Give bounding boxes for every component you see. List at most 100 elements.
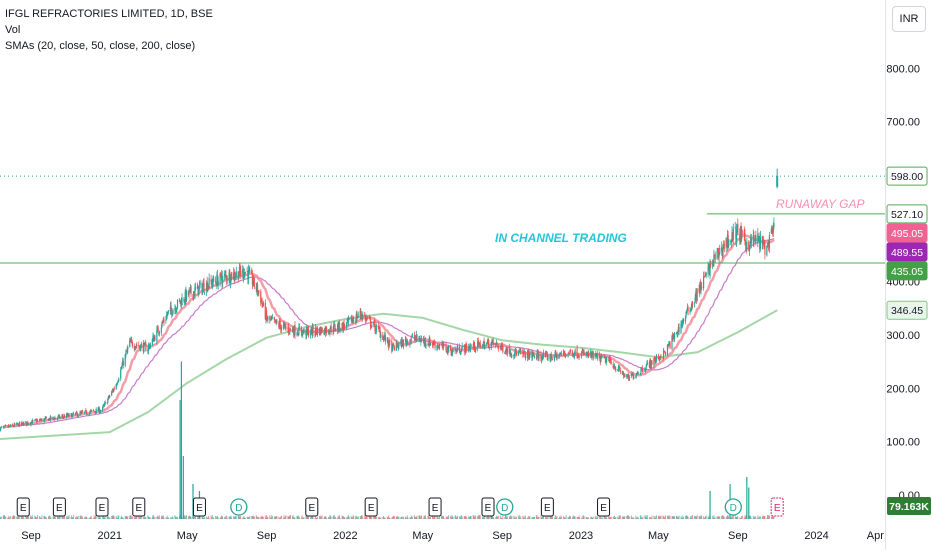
candle-body [380, 334, 382, 339]
volume-bar [546, 517, 548, 519]
candle-body [527, 351, 529, 353]
candle-body [429, 338, 431, 346]
volume-bar [632, 517, 634, 519]
candle-body [338, 321, 340, 331]
candle-body [180, 300, 182, 306]
volume-bar [716, 516, 718, 519]
volume-bar [556, 516, 558, 519]
volume-bar [581, 515, 583, 519]
candle-body [675, 333, 678, 334]
dividend-event-marker[interactable]: D [724, 498, 742, 516]
currency-button[interactable]: INR [892, 6, 926, 32]
volume-bar [515, 516, 517, 519]
candle-body [364, 315, 366, 321]
event-marker-label: E [600, 503, 607, 514]
candle-body [251, 270, 253, 274]
dividend-event-marker[interactable]: D [230, 498, 248, 516]
volume-bar [496, 517, 498, 519]
candle-body [447, 347, 449, 353]
earnings-event-marker[interactable]: E [16, 497, 30, 517]
candle-body [469, 346, 472, 349]
candle-body [184, 291, 186, 303]
sma-indicator-label[interactable]: SMAs (20, close, 50, close, 200, close) [5, 40, 196, 52]
volume-bar [226, 517, 228, 519]
dividend-event-marker[interactable]: D [496, 498, 514, 516]
candle-body [305, 329, 307, 336]
volume-bar [732, 515, 734, 519]
candle-body [360, 311, 362, 315]
volume-bar [619, 516, 621, 519]
earnings-event-marker[interactable]: E [364, 497, 378, 517]
price-axis-tick: 300.00 [886, 330, 920, 342]
candle-body [414, 338, 416, 340]
volume-bar [165, 517, 167, 519]
symbol-title[interactable]: IFGL REFRACTORIES LIMITED, 1D, BSE [5, 8, 213, 20]
candle-body [409, 340, 411, 345]
volume-bar [14, 515, 16, 519]
volume-bar [64, 515, 66, 519]
event-marker-label: D [501, 503, 508, 514]
volume-bar [249, 516, 251, 519]
candle-body [560, 353, 563, 355]
earnings-event-marker[interactable]: E [95, 497, 109, 517]
volume-bar [307, 516, 309, 519]
earnings-event-marker[interactable]: E [52, 497, 66, 517]
volume-bar [544, 516, 546, 519]
candle-body [329, 325, 332, 330]
volume-bar [95, 515, 97, 519]
candle-body [555, 352, 557, 356]
earnings-event-marker[interactable]: E [770, 497, 784, 517]
earnings-event-marker[interactable]: E [428, 497, 442, 517]
volume-bar [762, 515, 764, 519]
candle-body [659, 356, 661, 360]
volume-bar [16, 516, 18, 519]
volume-bar [3, 515, 5, 519]
volume-indicator-label[interactable]: Vol [5, 24, 21, 36]
volume-bar [351, 517, 353, 519]
volume-bar [682, 517, 684, 519]
earnings-event-marker[interactable]: E [305, 497, 319, 517]
volume-bar [448, 515, 450, 519]
volume-bar [25, 515, 27, 519]
candle-body [247, 269, 250, 280]
volume-bar [572, 515, 574, 519]
volume-bar [766, 515, 768, 519]
candle-body [265, 311, 267, 320]
volume-bar [719, 516, 721, 519]
earnings-event-marker[interactable]: E [192, 497, 206, 517]
candle-body [373, 321, 375, 325]
volume-bar [695, 516, 697, 519]
volume-bar [597, 516, 599, 519]
earnings-event-marker[interactable]: E [597, 497, 611, 517]
earnings-event-marker[interactable]: E [132, 497, 146, 517]
candle-body [703, 276, 705, 278]
volume-bar [347, 515, 349, 519]
volume-bar [603, 516, 605, 519]
volume-bar [451, 515, 453, 519]
volume-bar [333, 515, 335, 519]
candle-body [125, 351, 128, 353]
earnings-event-marker[interactable]: E [481, 497, 495, 517]
candle-body [410, 338, 412, 341]
earnings-event-marker[interactable]: E [540, 497, 554, 517]
volume-bar [555, 517, 557, 519]
earnings-marker-box [597, 497, 611, 517]
time-axis-tick: May [412, 530, 433, 542]
candle-body [524, 351, 526, 355]
volume-bar [488, 515, 490, 519]
candle-body [52, 416, 54, 419]
volume-bar [282, 517, 284, 519]
volume-bar [541, 516, 543, 519]
volume-bar [112, 515, 114, 519]
candle-body [248, 270, 250, 272]
volume-bar [581, 517, 583, 519]
volume-bar [599, 516, 601, 519]
candle-body [586, 352, 589, 355]
candle-body [441, 343, 443, 346]
volume-bar [115, 516, 117, 519]
volume-bar [226, 515, 228, 519]
volume-bar [284, 516, 286, 519]
candle-body [481, 347, 483, 349]
candle-body [495, 343, 497, 346]
